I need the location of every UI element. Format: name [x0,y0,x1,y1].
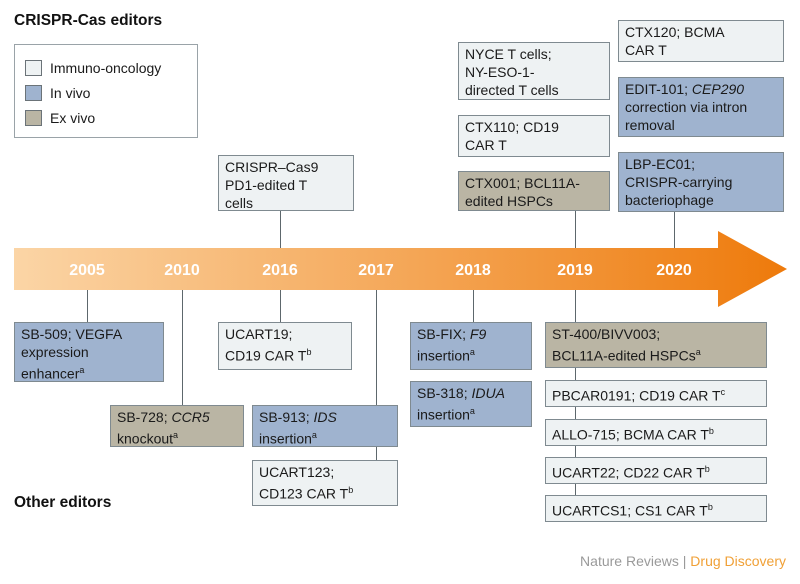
box-text: ALLO-715; BCMA CAR T [552,426,709,443]
gene-name: F9 [469,326,487,342]
year-label: 2005 [69,262,105,279]
connector-2016-top [280,210,281,248]
event-box-ctx001: CTX001; BCL11A- edited HSPCs [458,171,610,211]
footnote-mark: a [79,365,85,375]
event-box-sb509: SB-509; VEGFA expression enhancera [14,322,164,382]
connector-2020-top [674,212,675,248]
event-box-sb-fix: SB-FIX; F9 insertiona [410,322,532,370]
footer-publisher: Nature Reviews [580,553,679,569]
event-box-sb728: SB-728; CCR5 knockouta [110,405,244,447]
footnote-mark: b [708,426,714,436]
footnote-mark: a [469,406,475,416]
event-box-ctx110: CTX110; CD19 CAR T [458,115,610,157]
box-text: UCARTCS1; CS1 CAR T [552,502,708,519]
footnote-mark: a [695,347,701,357]
event-box-sb913: SB-913; IDS insertiona [252,405,398,447]
box-text: SB-318; [417,385,472,401]
gene-name: IDS [313,409,337,425]
connector-2016-bottom [280,290,281,322]
year-label: 2016 [262,262,298,279]
event-box-lbp-ec01: LBP-EC01; CRISPR-carrying bacteriophage [618,152,784,212]
legend-label: In vivo [50,85,91,101]
box-text: insertion [417,406,470,423]
box-text: UCART123; CD123 CAR T [259,464,349,502]
event-box-pbcar0191: PBCAR0191; CD19 CAR Tc [545,380,767,407]
connector-2005-bottom [87,290,88,322]
footnote-mark: a [311,430,317,440]
gene-name: CCR5 [171,409,210,425]
legend-swatch-immuno [25,60,42,76]
footnote-mark: a [173,430,179,440]
legend-swatch-invivo [25,85,42,101]
footnote-mark: b [348,485,354,495]
connector-2019-top [575,210,576,248]
box-text: UCART19; CD19 CAR T [225,326,307,364]
legend: Immuno-oncology In vivo Ex vivo [14,44,198,138]
box-text: SB-509; VEGFA expression enhancer [21,326,123,382]
box-text: UCART22; CD22 CAR T [552,464,705,481]
event-box-allo715: ALLO-715; BCMA CAR Tb [545,419,767,446]
box-text: PBCAR0191; CD19 CAR T [552,387,721,404]
heading-other-editors: Other editors [14,494,112,511]
year-label: 2018 [455,262,491,279]
footnote-mark: b [306,347,312,357]
heading-crispr-cas-editors: CRISPR-Cas editors [14,12,163,29]
box-text: SB-728; [117,409,172,425]
timeline-arrow-shape [14,231,787,307]
box-text: ST-400/BIVV003; BCL11A-edited HSPCs [552,326,696,364]
box-text: insertion [259,430,312,447]
connector-2010-bottom [182,290,183,406]
event-box-ucart123: UCART123; CD123 CAR Tb [252,460,398,506]
gene-name: CEP290 [691,81,745,97]
event-box-ucart22: UCART22; CD22 CAR Tb [545,457,767,484]
year-label: 2019 [557,262,593,279]
event-box-sb318: SB-318; IDUA insertiona [410,381,532,427]
legend-label: Ex vivo [50,110,96,126]
box-text: SB-913; [259,409,314,425]
event-box-ucartcs1: UCARTCS1; CS1 CAR Tb [545,495,767,522]
footnote-mark: a [469,347,475,357]
footnote-mark: b [707,502,713,512]
event-box-st400: ST-400/BIVV003; BCL11A-edited HSPCsa [545,322,767,368]
footer-separator: | [678,553,691,569]
connector-2017-bottom [376,290,377,460]
event-box-ctx120: CTX120; BCMA CAR T [618,20,784,62]
connector-2018-bottom [473,290,474,322]
year-label: 2010 [164,262,200,279]
box-text: correction via intron removal [625,99,748,133]
event-box-edit101: EDIT-101; CEP290 correction via intron r… [618,77,784,137]
footer-journal: Drug Discovery [690,553,786,569]
box-text: EDIT-101; [625,81,692,97]
legend-swatch-exvivo [25,110,42,126]
year-label: 2020 [656,262,692,279]
footnote-mark: c [720,387,726,397]
event-box-ucart19: UCART19; CD19 CAR Tb [218,322,352,370]
footnote-mark: b [704,464,710,474]
event-box-crispr-pd1: CRISPR–Cas9 PD1-edited T cells [218,155,354,211]
box-text: SB-FIX; [417,326,470,342]
box-text: insertion [417,347,470,364]
gene-name: IDUA [471,385,505,401]
legend-label: Immuno-oncology [50,60,162,76]
year-label: 2017 [358,262,394,279]
footer-credit: Nature Reviews | Drug Discovery [580,553,786,569]
event-box-nyce: NYCE T cells; NY-ESO-1- directed T cells [458,42,610,100]
box-text: knockout [117,430,174,447]
